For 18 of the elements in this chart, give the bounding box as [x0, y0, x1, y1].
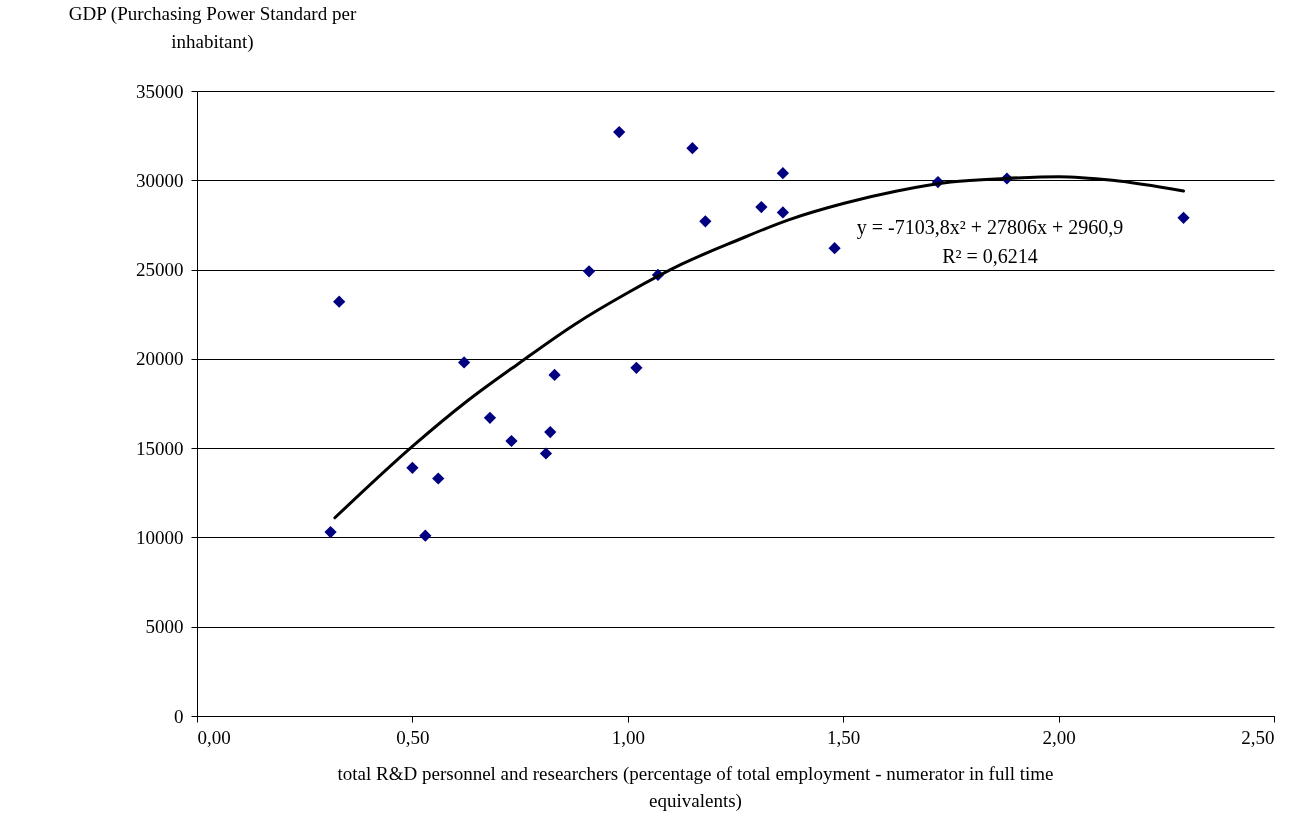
x-tick-label: 0,50 [396, 726, 430, 748]
y-tick-label: 10000 [136, 526, 184, 548]
y-tick-label: 25000 [136, 259, 184, 281]
x-tick-label: 1,50 [827, 726, 861, 748]
annotation: R² = 0,6214 [942, 245, 1038, 267]
x-tick-label: 1,00 [611, 726, 645, 748]
x-tick-label: 0,00 [197, 726, 231, 748]
y-tick-label: 20000 [136, 348, 184, 370]
y-tick-label: 5000 [145, 616, 184, 638]
y-tick-label: 35000 [136, 80, 184, 102]
y-tick-label: 30000 [136, 169, 184, 191]
x-axis-title: total R&D personnel and researchers (percentage of total employment - numerator in full time equivalents) [337, 762, 1054, 812]
y-axis-title: GDP (Purchasing Power Standard per inhabitant) [68, 2, 357, 53]
x-tick-label: 2,50 [1241, 726, 1275, 748]
x-tick-label: 2,00 [1042, 726, 1076, 748]
annotation: y = -7103,8x² + 27806x + 2960,9 [856, 216, 1124, 239]
y-tick-label: 15000 [136, 437, 184, 459]
y-tick-label: 0 [174, 705, 184, 727]
